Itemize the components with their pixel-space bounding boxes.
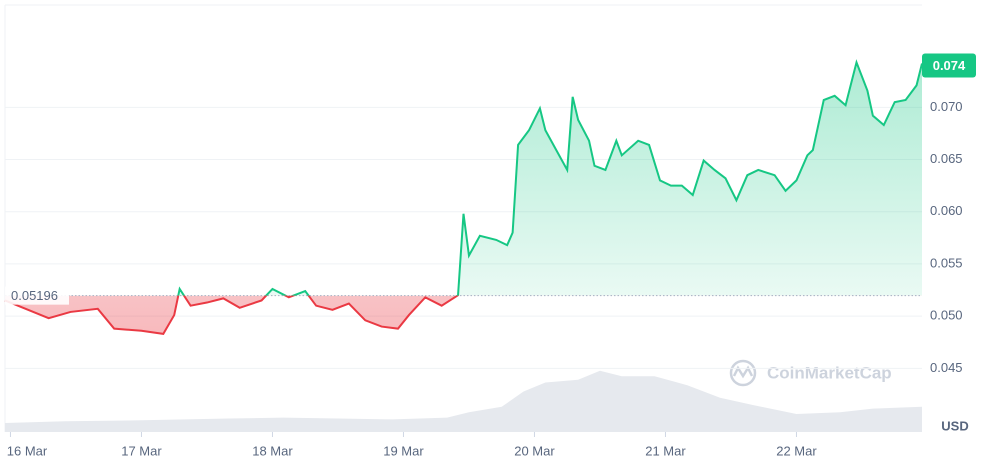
last-price-label: 0.074 [933,58,966,73]
y-tick-label: 0.055 [930,255,963,270]
baseline-label-bg [5,286,69,305]
x-tick-label: 16 Mar [7,443,48,458]
x-tick-label: 18 Mar [252,443,293,458]
last-price-bg [922,53,976,78]
y-tick-label: 0.070 [930,99,963,114]
y-unit: USD [941,418,968,433]
y-tick-label: 0.045 [930,360,963,375]
price-line-down [4,295,460,335]
y-tick-label: 0.060 [930,203,963,218]
y-tick-label: 0.050 [930,308,963,323]
x-tick-label: 17 Mar [121,443,162,458]
watermark: CoinMarketCap [729,359,892,387]
x-tick-label: 20 Mar [514,443,555,458]
x-tick-label: 21 Mar [645,443,686,458]
x-tick-label: 19 Mar [383,443,424,458]
area-up [5,62,922,296]
baseline-label: 0.05196 [11,288,58,303]
y-tick-label: 0.065 [930,151,963,166]
watermark-text: CoinMarketCap [767,363,892,382]
volume-area [5,370,922,432]
x-tick-label: 22 Mar [776,443,817,458]
price-line-up [177,59,923,296]
